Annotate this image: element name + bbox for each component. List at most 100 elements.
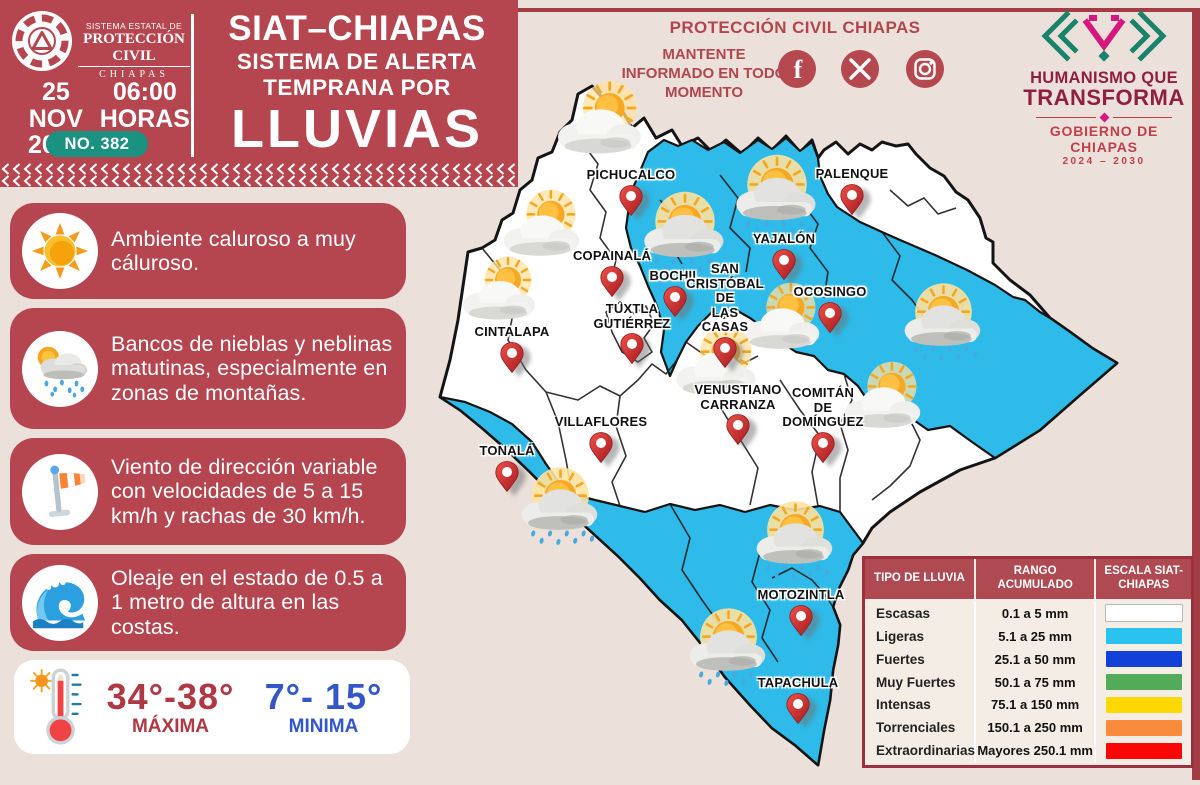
logo-line1: SISTEMA ESTATAL DE <box>85 21 183 31</box>
sun-cloud-icon <box>662 322 772 419</box>
title-siat: SIAT–CHIAPAS <box>228 9 486 48</box>
gov-line2: TRANSFORMA <box>1023 85 1185 110</box>
rain-table-row: Fuertes 25.1 a 50 mm <box>865 647 1191 671</box>
city-marker-ocosingo: OCOSINGO <box>750 284 910 334</box>
title-lluvias: LLUVIAS <box>230 99 483 160</box>
gov-line3: GOBIERNO DE CHIAPAS <box>1049 123 1159 155</box>
map-pin-icon <box>532 265 692 298</box>
city-marker-venustiano: VENUSTIANO CARRANZA <box>658 382 818 446</box>
rain-sun-icon <box>508 460 613 553</box>
rain-type: Escasas <box>865 602 976 625</box>
map-pin-icon <box>658 413 818 446</box>
rain-range: Mayores 250.1 mm <box>976 739 1097 763</box>
rain-table-row: Escasas 0.1 a 5 mm <box>865 602 1191 625</box>
scale-swatch-cell <box>1096 604 1191 623</box>
map-pin-icon <box>772 183 932 216</box>
city-label: BOCHIL <box>649 268 701 283</box>
rain-sun-icon <box>743 494 848 587</box>
scale-swatch-cell <box>1096 628 1191 645</box>
map-pin-icon <box>551 184 711 217</box>
city-label: TAPACHULA <box>757 675 839 690</box>
city-label: COPAINALÁ <box>572 248 652 263</box>
scale-color-swatch <box>1105 696 1182 713</box>
rain-range: 50.1 a 75 mm <box>976 670 1097 694</box>
right-accent-band <box>1192 8 1200 780</box>
rain-sun-icon <box>722 147 832 244</box>
city-label: TONALÁ <box>479 443 535 458</box>
min-temp-label: MINIMA <box>288 716 359 737</box>
city-label: YAJALÓN <box>752 231 816 246</box>
city-marker-villaflores: VILLAFLORES <box>521 414 681 464</box>
col-header-escala: ESCALA SIAT-CHIAPAS <box>1104 565 1183 591</box>
facebook-icon[interactable]: f <box>778 50 816 88</box>
wave-icon <box>22 564 98 641</box>
logo-line3: CHIAPAS <box>99 69 169 80</box>
scale-color-swatch <box>1105 742 1182 759</box>
rain-table-row: Torrenciales 150.1 a 250 mm <box>865 716 1191 740</box>
rain-range: 5.1 a 25 mm <box>976 624 1097 648</box>
rain-table-row: Ligeras 5.1 a 25 mm <box>865 624 1191 648</box>
rain-region-north <box>624 136 1119 460</box>
condition-card-heat: Ambiente caluroso a muy cáluroso. <box>10 203 406 299</box>
temperature-card: 34°-38° MÁXIMA 7°- 15° MINIMA <box>14 660 410 754</box>
bulletin-number-badge: NO. 382 <box>46 131 148 157</box>
rain-table-header: TIPO DE LLUVIA RANGO ACUMULADO ESCALA SI… <box>865 559 1191 599</box>
chiapas-map-svg <box>438 84 1119 767</box>
condition-text: Oleaje en el estado de 0.5 a 1 metro de … <box>111 565 383 639</box>
x-icon[interactable] <box>841 50 879 88</box>
instagram-icon[interactable] <box>906 50 944 88</box>
logo-text: SISTEMA ESTATAL DE PROTECCIÓN CIVIL CHIA… <box>78 21 190 80</box>
logo-line2: PROTECCIÓN CIVIL <box>78 31 190 67</box>
city-marker-comitán: COMITÁN DE DOMÍNGUEZ <box>743 385 903 464</box>
title-line2: SISTEMA DE ALERTA <box>236 49 478 74</box>
city-marker-cintalapa: CINTALAPA <box>432 324 592 374</box>
rain-scale-table: TIPO DE LLUVIA RANGO ACUMULADO ESCALA SI… <box>862 556 1194 768</box>
header-divider <box>191 14 194 157</box>
rain-type: Ligeras <box>865 624 976 648</box>
city-label: CINTALAPA <box>474 324 550 339</box>
scale-swatch-cell <box>1096 674 1191 690</box>
map-pin-icon <box>521 431 681 464</box>
top-accent-band <box>0 8 1200 12</box>
scale-swatch-cell <box>1096 696 1191 713</box>
sun-cloud-icon <box>543 77 658 179</box>
social-subheading: MANTENTE INFORMADO EN TODO MOMENTO <box>621 46 787 101</box>
sun-icon <box>22 213 98 289</box>
rain-sun-icon <box>891 276 996 369</box>
map-pin-icon <box>595 285 755 318</box>
windsock-icon <box>22 453 98 530</box>
scale-swatch-cell <box>1096 719 1191 736</box>
city-label: VILLAFLORES <box>554 414 648 429</box>
map-pin-icon <box>718 692 878 725</box>
city-label: PICHUCALCO <box>586 167 676 182</box>
rain-range: 0.1 a 5 mm <box>976 602 1097 625</box>
city-label: VENUSTIANO CARRANZA <box>694 382 782 412</box>
map-pin-icon <box>432 341 592 374</box>
city-marker-copainalá: COPAINALÁ <box>532 248 692 298</box>
city-marker-palenque: PALENQUE <box>772 166 932 216</box>
rain-range: 75.1 a 150 mm <box>976 693 1097 717</box>
rain-table-row: Muy Fuertes 50.1 a 75 mm <box>865 670 1191 694</box>
thermometer-icon <box>30 668 82 745</box>
city-label: SAN CRISTÓBAL DE LAS CASAS <box>686 261 764 335</box>
city-label: TUXTLA GUTIÉRREZ <box>593 301 671 331</box>
rain-type: Fuertes <box>865 647 976 671</box>
map-pin-icon <box>645 336 805 369</box>
condition-text: Bancos de nieblas y neblinas matutinas, … <box>111 331 393 405</box>
city-marker-tapachula: TAPACHULA <box>718 675 878 725</box>
city-marker-pichucalco: PICHUCALCO <box>551 167 711 217</box>
gov-line4: 2024 – 2030 <box>1062 156 1146 167</box>
city-label: MOTOZINTLA <box>757 587 845 602</box>
map-pin-icon <box>427 460 587 493</box>
city-marker-motozintla: MOTOZINTLA <box>721 587 881 637</box>
rain-type: Muy Fuertes <box>865 670 976 694</box>
city-label: PALENQUE <box>815 166 889 181</box>
city-marker-san: SAN CRISTÓBAL DE LAS CASAS <box>645 261 805 369</box>
gov-divider <box>1036 112 1172 123</box>
rain-table-row: Extraordinarias Mayores 250.1 mm <box>865 739 1191 763</box>
map-pin-icon <box>704 248 864 281</box>
humanismo-motif-icon <box>1041 10 1167 62</box>
condition-card-waves: Oleaje en el estado de 0.5 a 1 metro de … <box>10 554 406 651</box>
scale-color-swatch <box>1105 651 1182 668</box>
rain-table-body: Escasas 0.1 a 5 mm Ligeras 5.1 a 25 mm Fuert… <box>865 599 1191 765</box>
